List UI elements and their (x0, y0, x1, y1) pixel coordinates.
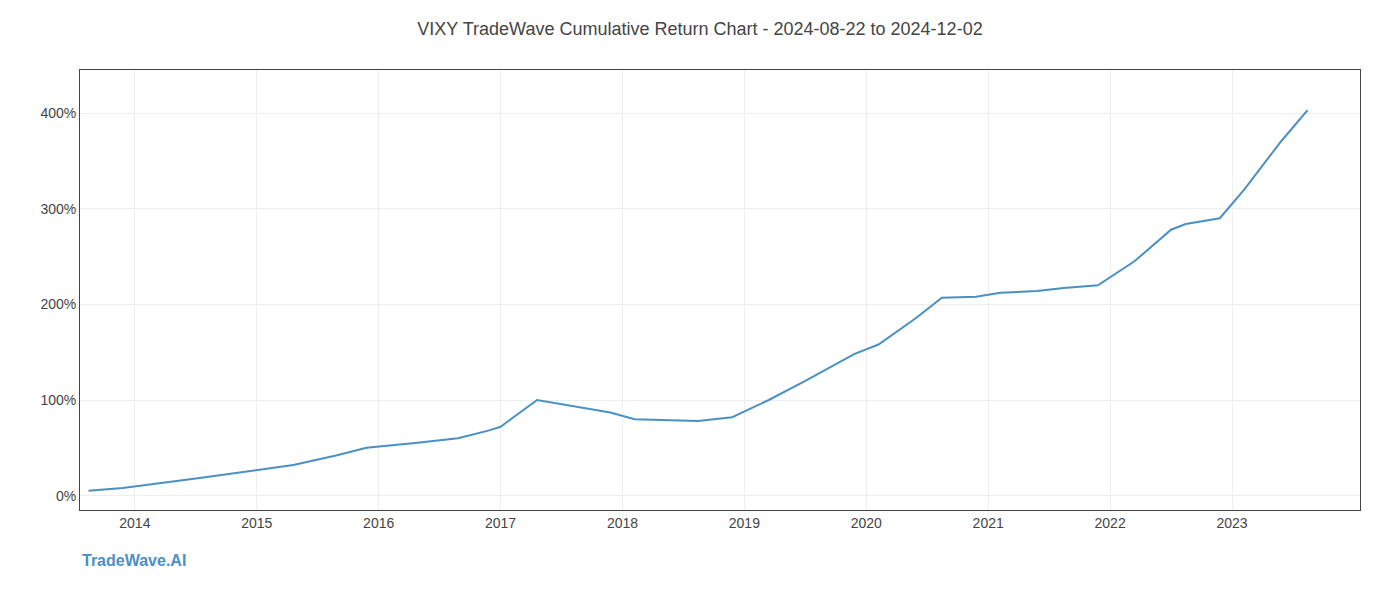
svg-text:2016: 2016 (363, 515, 394, 531)
svg-text:2017: 2017 (485, 515, 516, 531)
svg-text:2022: 2022 (1095, 515, 1126, 531)
svg-text:2014: 2014 (119, 515, 150, 531)
svg-text:2020: 2020 (851, 515, 882, 531)
svg-text:2023: 2023 (1216, 515, 1247, 531)
svg-text:TradeWave.AI: TradeWave.AI (82, 552, 186, 569)
svg-text:2019: 2019 (729, 515, 760, 531)
svg-text:400%: 400% (40, 105, 76, 121)
svg-text:100%: 100% (40, 392, 76, 408)
svg-text:VIXY TradeWave Cumulative Retu: VIXY TradeWave Cumulative Return Chart -… (417, 19, 982, 39)
svg-text:2018: 2018 (607, 515, 638, 531)
svg-text:300%: 300% (40, 201, 76, 217)
svg-text:200%: 200% (40, 296, 76, 312)
svg-text:2021: 2021 (973, 515, 1004, 531)
svg-text:2015: 2015 (241, 515, 272, 531)
svg-text:0%: 0% (56, 488, 76, 504)
